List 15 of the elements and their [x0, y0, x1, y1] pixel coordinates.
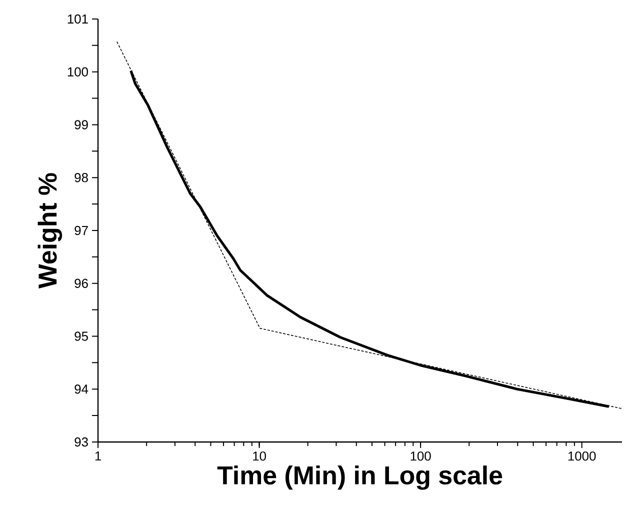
y-tick-label: 97 — [74, 226, 88, 236]
y-tick-label: 101 — [68, 14, 88, 24]
y-tick-label: 95 — [74, 332, 88, 341]
y-tick-label: 94 — [74, 384, 88, 394]
y-tick-label: 100 — [68, 67, 88, 76]
y-tick-label: 99 — [74, 120, 88, 130]
x-tick-label: 10 — [253, 452, 266, 461]
x-tick-label: 100 — [410, 452, 431, 461]
y-tick-label: 98 — [74, 173, 88, 182]
y-axis-title: Weight % — [38, 173, 62, 288]
x-axis-title: Time (Min) in Log scale — [217, 466, 502, 490]
y-tick-label: 93 — [74, 437, 88, 447]
y-tick-label: 96 — [74, 278, 88, 288]
x-tick-label: 1 — [95, 452, 101, 460]
x-tick-label: 1000 — [568, 452, 596, 461]
